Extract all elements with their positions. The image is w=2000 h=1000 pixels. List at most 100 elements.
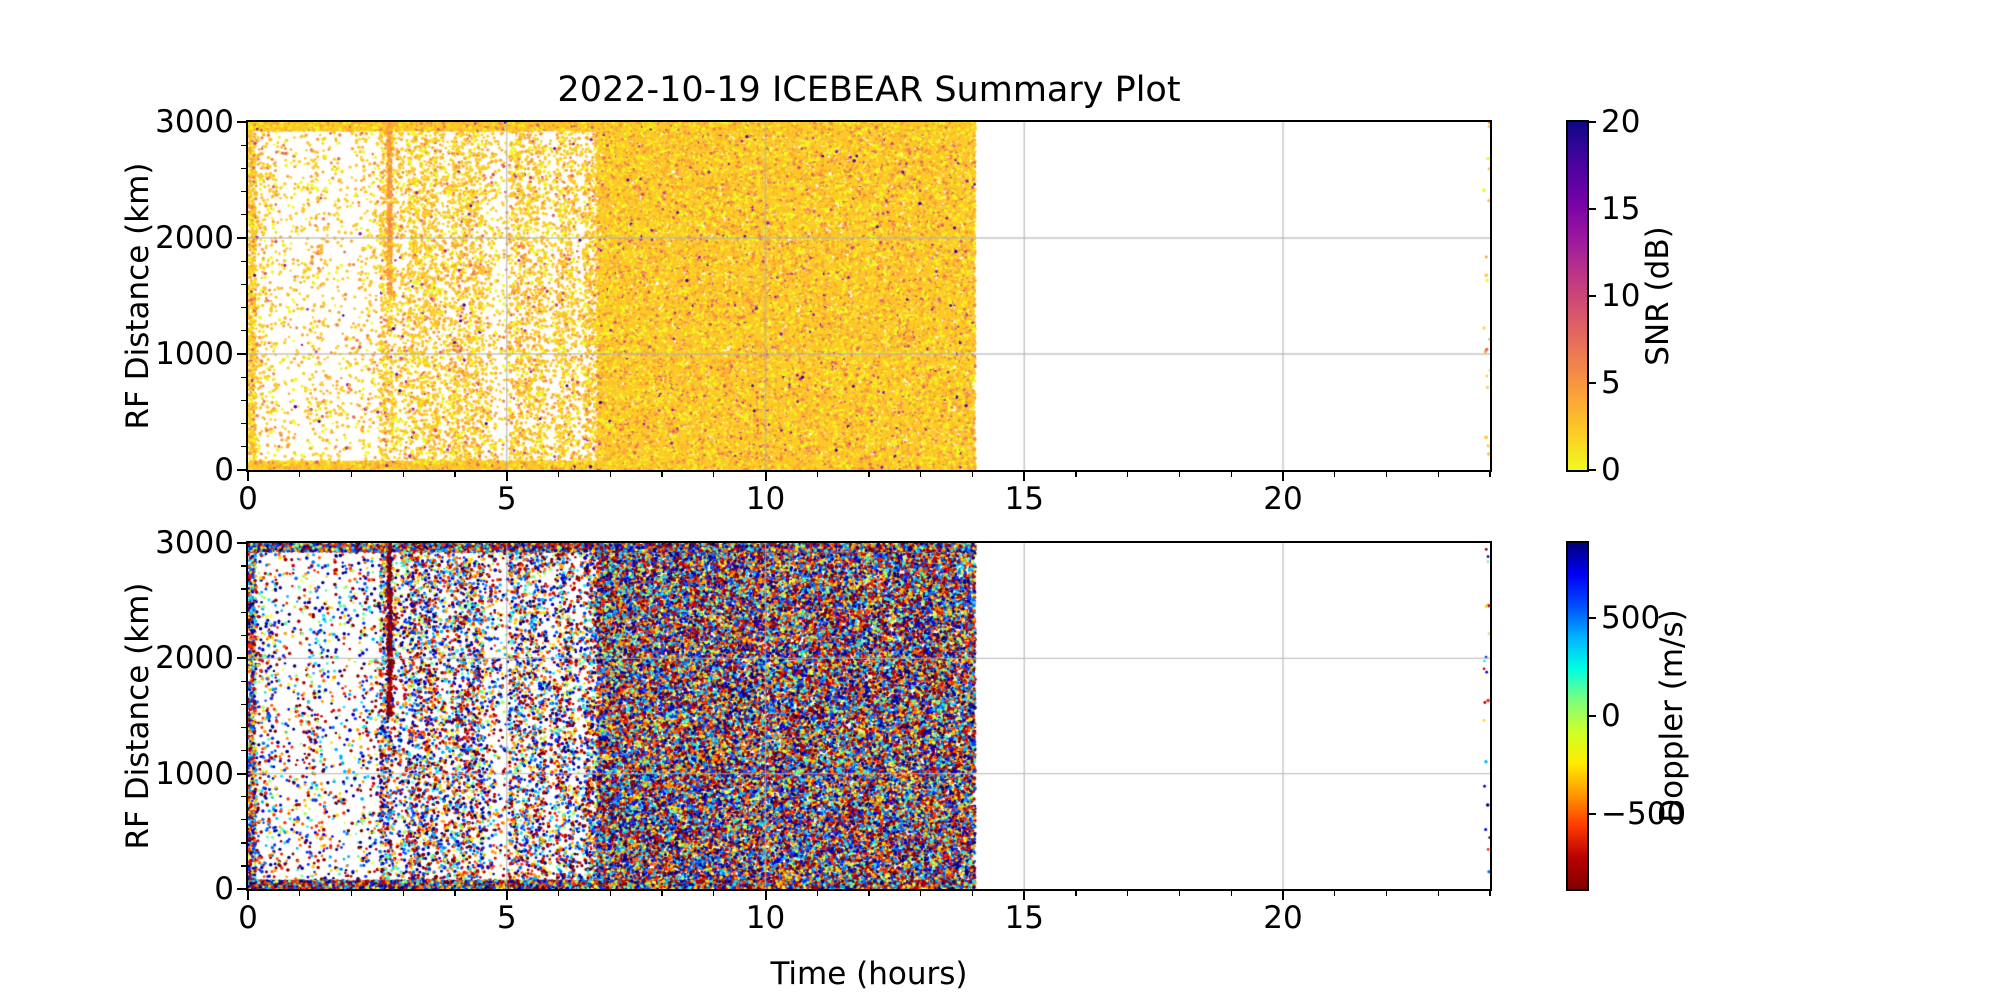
y-minor-tick (241, 842, 246, 844)
colorbar-tick (1589, 469, 1596, 471)
x-major-tick (1282, 891, 1284, 900)
x-minor-tick (1230, 472, 1232, 477)
x-major-tick (505, 891, 508, 900)
y-major-tick (237, 542, 246, 544)
x-major-tick (1023, 891, 1026, 900)
x-minor-tick (1489, 891, 1491, 896)
y-minor-tick (241, 588, 246, 590)
y-tick-label: 1000 (155, 755, 234, 792)
x-minor-tick (350, 891, 353, 896)
x-minor-tick (713, 891, 715, 896)
x-minor-tick (402, 891, 404, 896)
y-minor-tick (241, 306, 246, 309)
x-minor-tick (402, 472, 404, 477)
colorbar-tick (1589, 813, 1596, 816)
y-minor-tick (241, 144, 246, 146)
y-tick-label: 0 (214, 871, 234, 907)
x-tick-label: 15 (1004, 900, 1044, 936)
doppler-colorbar-label: Doppler (m/s) (1654, 609, 1690, 823)
x-minor-tick (557, 472, 560, 477)
x-minor-tick (609, 472, 611, 477)
colorbar-tick-label: 15 (1601, 191, 1641, 227)
x-tick-label: 10 (745, 481, 786, 517)
x-minor-tick (971, 891, 974, 896)
y-tick-label: 3000 (155, 525, 234, 561)
x-minor-tick (1178, 891, 1181, 896)
x-major-tick (505, 472, 508, 481)
colorbar-tick (1589, 208, 1596, 210)
y-minor-tick (241, 865, 246, 867)
colorbar-tick (1589, 382, 1596, 384)
x-minor-tick (1075, 472, 1077, 477)
colorbar-tick (1589, 295, 1596, 297)
y-minor-tick (241, 190, 246, 193)
doppler-plot-area (246, 541, 1492, 891)
x-major-tick (1282, 472, 1284, 481)
x-minor-tick (920, 472, 922, 477)
x-axis-label: Time (hours) (770, 956, 968, 992)
x-minor-tick (816, 472, 818, 477)
x-major-tick (247, 472, 249, 481)
x-tick-label: 15 (1004, 481, 1044, 517)
y-minor-tick (241, 283, 246, 286)
x-minor-tick (1075, 891, 1077, 896)
y-major-tick (237, 469, 246, 471)
snr-scatter-canvas (248, 122, 1490, 470)
x-minor-tick (1127, 472, 1129, 477)
x-major-tick (764, 891, 767, 900)
x-minor-tick (1489, 472, 1491, 477)
snr-y-axis-label: RF Distance (km) (120, 162, 156, 430)
x-tick-label: 20 (1263, 481, 1303, 517)
y-minor-tick (241, 726, 246, 729)
x-tick-label: 5 (496, 900, 517, 936)
x-minor-tick (1437, 891, 1439, 896)
x-minor-tick (713, 472, 715, 477)
chart-title: 2022-10-19 ICEBEAR Summary Plot (557, 70, 1181, 110)
y-minor-tick (241, 376, 246, 378)
y-minor-tick (241, 167, 246, 170)
x-minor-tick (661, 891, 663, 896)
x-minor-tick (557, 891, 560, 896)
y-tick-label: 0 (214, 452, 234, 488)
x-minor-tick (1334, 891, 1336, 896)
colorbar-tick (1589, 715, 1596, 717)
x-major-tick (1023, 472, 1026, 481)
colorbar-tick-label: 500 (1601, 599, 1661, 636)
x-minor-tick (868, 472, 870, 477)
y-minor-tick (241, 422, 246, 425)
x-minor-tick (1385, 891, 1388, 896)
y-major-tick (237, 121, 246, 123)
x-minor-tick (1230, 891, 1232, 896)
x-minor-tick (1127, 891, 1129, 896)
doppler-scatter-canvas (248, 543, 1490, 889)
y-major-tick (237, 353, 246, 355)
x-minor-tick (661, 472, 663, 477)
snr-colorbar (1566, 120, 1589, 472)
y-minor-tick (241, 214, 246, 216)
y-tick-label: 2000 (155, 220, 234, 256)
x-minor-tick (1178, 472, 1181, 477)
y-minor-tick (241, 330, 246, 332)
y-minor-tick (241, 399, 246, 402)
x-major-tick (764, 472, 767, 481)
y-major-tick (237, 888, 246, 890)
y-minor-tick (241, 680, 246, 683)
x-minor-tick (816, 891, 818, 896)
y-minor-tick (241, 819, 246, 821)
y-minor-tick (241, 611, 246, 613)
y-minor-tick (241, 749, 246, 752)
colorbar-tick-label: 0 (1601, 452, 1621, 488)
y-major-tick (237, 657, 246, 660)
colorbar-tick (1589, 121, 1596, 123)
colorbar-tick-label: 10 (1601, 278, 1641, 314)
y-minor-tick (241, 565, 246, 567)
y-minor-tick (241, 634, 246, 636)
y-minor-tick (241, 446, 246, 448)
y-minor-tick (241, 260, 246, 262)
y-minor-tick (241, 796, 246, 798)
x-tick-label: 20 (1263, 900, 1303, 936)
x-major-tick (247, 891, 249, 900)
x-minor-tick (350, 472, 353, 477)
x-tick-label: 10 (745, 900, 786, 936)
snr-plot-area (246, 120, 1492, 472)
